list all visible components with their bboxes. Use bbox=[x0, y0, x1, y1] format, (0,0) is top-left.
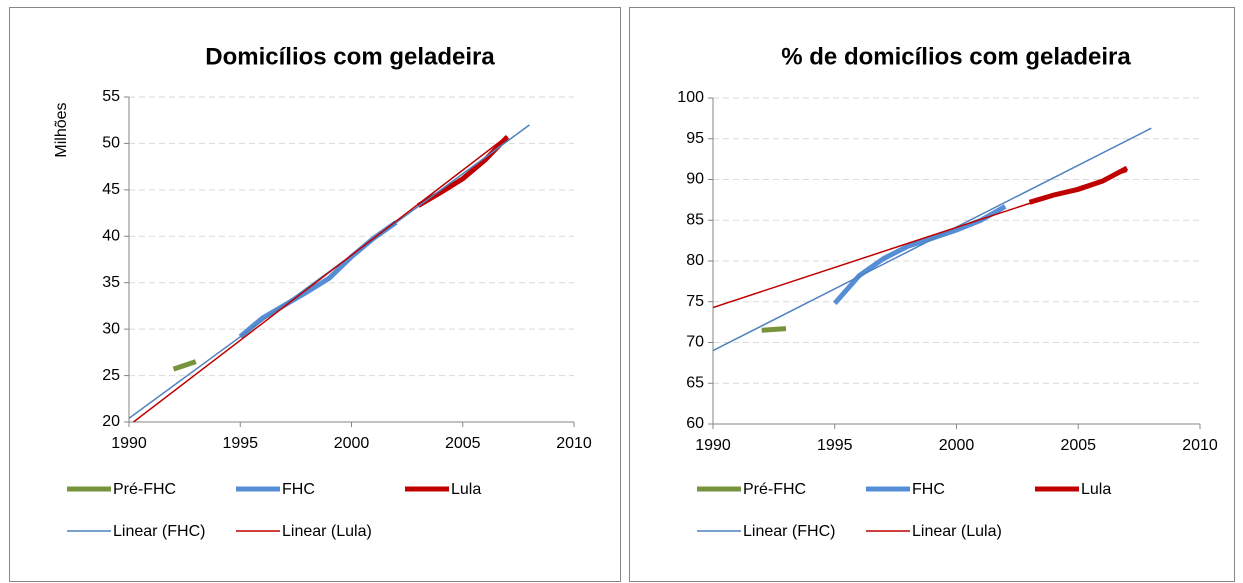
y-tick-label: 90 bbox=[686, 171, 704, 188]
y-tick-label: 35 bbox=[102, 274, 120, 291]
panel bbox=[629, 7, 1235, 582]
y-tick-label: 30 bbox=[102, 320, 120, 337]
series-line bbox=[133, 135, 508, 422]
panel bbox=[9, 7, 621, 582]
legend-label: Lula bbox=[1081, 481, 1111, 498]
y-tick-label: 75 bbox=[686, 293, 704, 310]
legend-label: Lula bbox=[451, 481, 481, 498]
x-tick-label: 1995 bbox=[817, 437, 853, 454]
chart-title: Domicílios com geladeira bbox=[205, 43, 495, 70]
y-tick-label: 95 bbox=[686, 130, 704, 147]
legend-label: Pré-FHC bbox=[743, 481, 806, 498]
series-line bbox=[172, 359, 197, 372]
legend-label: Linear (FHC) bbox=[113, 523, 205, 540]
y-axis-label: Milhões bbox=[53, 102, 70, 157]
legend-label: Linear (FHC) bbox=[743, 523, 835, 540]
x-tick-label: 1995 bbox=[222, 435, 258, 452]
y-tick-label: 60 bbox=[686, 415, 704, 432]
x-tick-label: 2010 bbox=[556, 435, 592, 452]
legend-label: Linear (Lula) bbox=[912, 523, 1002, 540]
y-tick-label: 85 bbox=[686, 211, 704, 228]
x-tick-label: 1990 bbox=[111, 435, 147, 452]
y-tick-label: 65 bbox=[686, 374, 704, 391]
chart-title: % de domicílios com geladeira bbox=[781, 43, 1131, 70]
y-tick-label: 80 bbox=[686, 252, 704, 269]
legend-label: Linear (Lula) bbox=[282, 523, 372, 540]
y-tick-label: 100 bbox=[677, 89, 704, 106]
series-line bbox=[713, 127, 1152, 352]
x-tick-label: 2000 bbox=[334, 435, 370, 452]
y-tick-label: 50 bbox=[102, 135, 120, 152]
legend-label: Pré-FHC bbox=[113, 481, 176, 498]
x-tick-label: 2005 bbox=[1060, 437, 1096, 454]
x-tick-label: 2000 bbox=[939, 437, 975, 454]
series-line bbox=[761, 326, 787, 333]
series-line bbox=[832, 204, 1007, 306]
y-tick-label: 70 bbox=[686, 334, 704, 351]
y-tick-label: 45 bbox=[102, 181, 120, 198]
x-tick-label: 1990 bbox=[695, 437, 731, 454]
y-tick-label: 20 bbox=[102, 413, 120, 430]
y-tick-label: 40 bbox=[102, 228, 120, 245]
legend-label: FHC bbox=[912, 481, 945, 498]
x-tick-label: 2005 bbox=[445, 435, 481, 452]
y-tick-label: 25 bbox=[102, 367, 120, 384]
series-line bbox=[713, 170, 1128, 309]
x-tick-label: 2010 bbox=[1182, 437, 1218, 454]
y-tick-label: 55 bbox=[102, 88, 120, 105]
legend-label: FHC bbox=[282, 481, 315, 498]
